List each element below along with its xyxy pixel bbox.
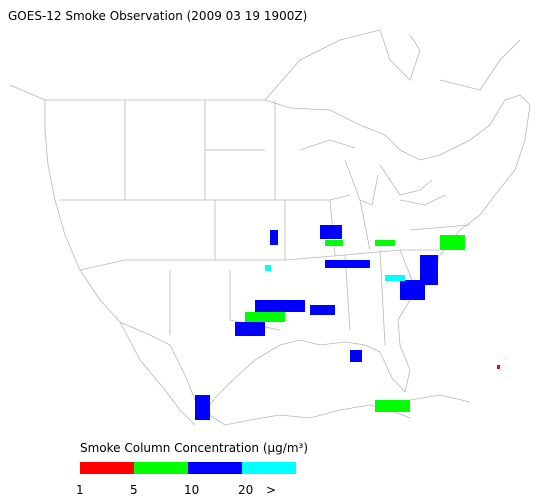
colorbar-tick-label: 20 (238, 483, 253, 497)
smoke-patch (245, 312, 285, 322)
base-map (9, 29, 531, 426)
colorbar-segment (80, 462, 134, 474)
smoke-patch (195, 395, 210, 420)
map-title: GOES-12 Smoke Observation (2009 03 19 19… (8, 9, 307, 23)
colorbar-segment (188, 462, 242, 474)
colorbar-segment (134, 462, 188, 474)
smoke-patch (255, 300, 305, 312)
smoke-patch (265, 265, 271, 271)
colorbar-tick-label: 10 (184, 483, 199, 497)
smoke-patch (385, 275, 405, 281)
mexico-outline (119, 321, 471, 426)
smoke-patch (440, 235, 465, 250)
smoke-patch (270, 230, 278, 245)
smoke-patch (375, 400, 410, 412)
colorbar-tick-label: > (266, 483, 276, 497)
smoke-patch (420, 255, 438, 285)
colorbar: 1 5 10 20 > (76, 462, 296, 497)
us-outline (44, 94, 531, 413)
smoke-patch (235, 322, 265, 336)
smoke-patch (325, 240, 343, 246)
colorbar-segment (242, 462, 296, 474)
smoke-patch (310, 305, 335, 315)
smoke-patch (350, 350, 362, 362)
great-lakes (299, 139, 446, 206)
smoke-pixels (195, 225, 500, 420)
smoke-patch (497, 365, 500, 369)
colorbar-tick-label: 1 (76, 483, 84, 497)
smoke-patch (325, 260, 370, 268)
colorbar-tick-label: 5 (130, 483, 138, 497)
legend-label: Smoke Column Concentration (μg/m³) (80, 441, 308, 455)
smoke-patch (400, 280, 425, 300)
canada-outline (9, 29, 521, 101)
smoke-patch (320, 225, 342, 239)
smoke-patch (375, 240, 395, 246)
state-lines (60, 100, 471, 346)
